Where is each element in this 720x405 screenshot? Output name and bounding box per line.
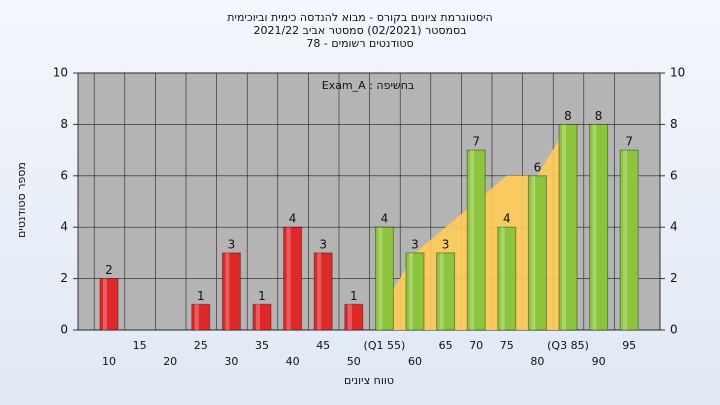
bar xyxy=(252,303,272,331)
y2-tick-label: 10 xyxy=(670,66,685,80)
x-tick-label: 30 xyxy=(224,355,238,368)
bar-shine xyxy=(378,227,383,330)
value-label: 3 xyxy=(228,237,236,251)
x-tick-label: (Q3 85) xyxy=(547,339,589,352)
bar-shine xyxy=(439,252,444,330)
bar xyxy=(527,175,547,331)
bar xyxy=(344,303,364,331)
bar-shine xyxy=(347,304,352,330)
bar-shine xyxy=(470,150,475,330)
bar-shine xyxy=(531,175,536,330)
bar xyxy=(99,278,119,331)
value-label: 1 xyxy=(258,289,266,303)
bar-shine xyxy=(409,252,413,330)
x-axis-label: טווח ציונים xyxy=(344,374,394,387)
bar xyxy=(405,252,425,331)
bar xyxy=(374,226,394,331)
value-label: 3 xyxy=(442,237,450,251)
y2-tick-label: 4 xyxy=(670,220,678,234)
x-tick-label: 50 xyxy=(347,355,361,368)
y-tick-label: 2 xyxy=(60,271,68,285)
value-label: 8 xyxy=(595,109,603,123)
x-tick-label: 15 xyxy=(133,339,147,352)
bar xyxy=(313,252,333,331)
bar-shine xyxy=(256,304,260,330)
value-label: 1 xyxy=(350,289,358,303)
value-label: 2 xyxy=(105,263,113,277)
bar xyxy=(619,149,639,331)
bar-shine xyxy=(225,252,230,330)
y-tick-label: 8 xyxy=(60,117,68,131)
bar xyxy=(283,226,303,331)
y-tick-label: 4 xyxy=(60,220,68,234)
x-tick-label: 75 xyxy=(500,339,514,352)
y-tick-label: 10 xyxy=(53,66,68,80)
x-tick-label: 20 xyxy=(163,355,177,368)
bar-shine xyxy=(194,304,199,330)
x-tick-label: 45 xyxy=(316,339,330,352)
bar-shine xyxy=(286,227,291,330)
bar xyxy=(191,303,211,331)
y2-tick-label: 0 xyxy=(670,323,678,337)
bar xyxy=(436,252,456,331)
value-label: 6 xyxy=(534,160,542,174)
y-tick-label: 0 xyxy=(60,323,68,337)
bar-shine xyxy=(592,124,597,331)
x-tick-label: 80 xyxy=(530,355,544,368)
value-label: 8 xyxy=(564,109,572,123)
value-label: 4 xyxy=(503,212,511,226)
bar-shine xyxy=(562,124,566,331)
value-label: 4 xyxy=(381,212,389,226)
bar xyxy=(466,149,486,331)
y2-tick-label: 6 xyxy=(670,168,678,182)
x-tick-label: 40 xyxy=(286,355,300,368)
y-tick-label: 6 xyxy=(60,168,68,182)
annotation: בחשיפה : Exam_A xyxy=(322,79,415,92)
value-label: 4 xyxy=(289,212,297,226)
x-tick-label: 60 xyxy=(408,355,422,368)
bar-shine xyxy=(623,150,628,330)
y-axis-label: מספר סטודנטים xyxy=(15,162,28,238)
bar-shine xyxy=(103,278,107,330)
value-label: 3 xyxy=(411,237,419,251)
value-label: 7 xyxy=(625,135,633,149)
value-label: 7 xyxy=(472,135,480,149)
chart-title: היסטוגרמת ציונים בקורס - מבוא להנדסה כימ… xyxy=(227,11,493,24)
bar xyxy=(221,252,241,331)
chart-subtitle: סטודנטים רשומים - 78 xyxy=(306,37,413,50)
x-tick-label: 35 xyxy=(255,339,269,352)
y2-tick-label: 8 xyxy=(670,117,678,131)
x-tick-label: 90 xyxy=(592,355,606,368)
y2-tick-label: 2 xyxy=(670,271,678,285)
bar-shine xyxy=(317,252,322,330)
bar xyxy=(589,123,609,331)
bar xyxy=(497,226,517,331)
x-tick-label: 70 xyxy=(469,339,483,352)
x-tick-label: 95 xyxy=(622,339,636,352)
x-tick-label: 10 xyxy=(102,355,116,368)
chart-subtitle: בסמסטר (02/2021) סמסטר אביב 2021/22 xyxy=(253,24,466,37)
bar-shine xyxy=(500,227,505,330)
x-tick-label: (Q1 55) xyxy=(364,339,406,352)
value-label: 1 xyxy=(197,289,205,303)
x-tick-label: 65 xyxy=(439,339,453,352)
bar xyxy=(558,123,578,331)
value-label: 3 xyxy=(319,237,327,251)
x-tick-label: 25 xyxy=(194,339,208,352)
